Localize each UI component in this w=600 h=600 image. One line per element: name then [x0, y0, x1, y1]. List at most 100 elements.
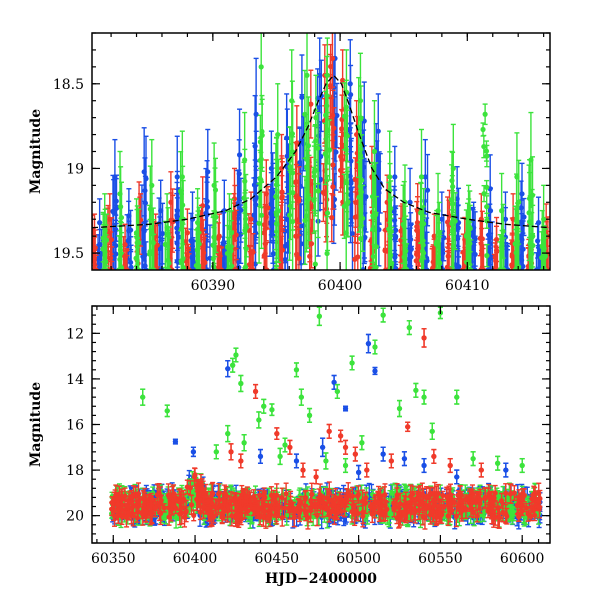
series-green-point — [450, 123, 456, 214]
baseline-red-point — [296, 499, 302, 514]
outlier-green-point — [334, 383, 340, 399]
outlier-green-point — [213, 444, 219, 460]
bottom-panel-y-axis-label: Magnitude — [28, 382, 44, 467]
series-green-point — [435, 172, 441, 249]
bottom-x-tick-label: 60450 — [255, 551, 300, 567]
series-blue-point — [298, 203, 304, 270]
series-green-point — [514, 132, 520, 222]
baseline-red-point — [283, 482, 289, 506]
series-red-point — [330, 89, 336, 142]
outlier-blue-point — [454, 469, 460, 485]
baseline-red-point — [491, 490, 497, 505]
outlier-red-point — [252, 383, 259, 399]
outlier-red-point — [342, 439, 349, 455]
baseline-red-point — [508, 483, 514, 504]
outlier-green-point — [359, 435, 365, 451]
series-green-point — [179, 130, 185, 224]
outlier-green-point — [429, 422, 435, 441]
baseline-red-point — [211, 510, 217, 524]
baseline-red-point — [148, 504, 155, 524]
series-blue-point — [142, 221, 148, 270]
baseline-red-point — [266, 509, 272, 523]
series-red-point — [233, 209, 239, 261]
outlier-red-point — [287, 439, 293, 455]
outlier-red-point — [388, 453, 394, 469]
series-green-point — [258, 33, 264, 105]
outlier-green-point — [380, 307, 386, 323]
outlier-blue-point — [342, 405, 349, 412]
baseline-red-point — [355, 505, 361, 522]
baseline-red-point — [192, 467, 198, 482]
outlier-green-point — [519, 457, 525, 474]
baseline-red-point — [500, 502, 506, 523]
series-red-point — [329, 192, 335, 243]
outlier-green-point — [316, 306, 322, 327]
bottom-panel-x-axis-label: HJD−2400000 — [265, 571, 377, 587]
series-blue-point — [347, 39, 353, 129]
series-blue-point — [282, 198, 288, 264]
series-green-point — [226, 193, 232, 263]
outlier-green-point — [230, 357, 236, 373]
baseline-red-point — [381, 508, 387, 522]
bottom-y-tick-label: 18 — [66, 463, 84, 479]
top-panel-data-points — [92, 33, 550, 270]
baseline-red-point — [203, 483, 209, 505]
series-green-point — [344, 170, 350, 238]
bottom-panel-frame — [91, 305, 551, 544]
outlier-green-point — [164, 404, 170, 418]
series-blue-point — [284, 93, 290, 183]
bottom-panel-full-light-curve: 60350 60400 60450 60500 60550 60600 12 14 16 18 20… — [28, 305, 551, 587]
baseline-red-point — [363, 491, 369, 515]
series-green-point — [326, 119, 333, 181]
outlier-green-point — [396, 399, 403, 418]
series-red-point — [216, 213, 222, 259]
series-blue-point — [126, 188, 132, 244]
series-red-point — [493, 216, 500, 263]
outlier-red-point — [421, 328, 427, 348]
outlier-green-point — [282, 437, 288, 453]
baseline-red-point — [303, 505, 309, 522]
series-blue-point — [174, 135, 180, 219]
baseline-red-point — [472, 495, 478, 505]
outlier-green-point — [372, 339, 378, 355]
outlier-green-point — [406, 320, 412, 336]
outlier-green-point — [241, 434, 247, 452]
series-green-point — [484, 243, 490, 268]
baseline-red-point — [274, 504, 280, 525]
series-blue-point — [238, 204, 244, 265]
baseline-red-point — [187, 480, 193, 496]
outlier-red-point — [352, 446, 358, 462]
top-y-tick-label: 19 — [66, 161, 84, 177]
outlier-red-point — [228, 443, 234, 461]
baseline-red-point — [254, 501, 260, 518]
top-x-tick-label: 60410 — [445, 278, 490, 294]
outlier-green-point — [349, 355, 355, 371]
outlier-green-point — [225, 424, 231, 443]
outlier-blue-point — [401, 451, 408, 467]
baseline-red-point — [333, 509, 339, 520]
series-green-point — [313, 74, 319, 161]
baseline-red-point — [447, 496, 454, 511]
series-green-point — [418, 128, 425, 225]
baseline-red-point — [415, 486, 421, 501]
baseline-red-point — [287, 490, 294, 514]
outlier-red-point — [338, 429, 344, 443]
baseline-red-point — [114, 511, 120, 521]
baseline-red-point — [474, 509, 480, 523]
outlier-red-point — [447, 457, 453, 474]
bottom-y-tick-label: 12 — [66, 326, 84, 342]
baseline-red-point — [372, 495, 378, 508]
outlier-green-point — [238, 374, 244, 393]
outlier-green-point — [421, 389, 427, 405]
series-green-point — [149, 138, 155, 232]
outlier-blue-point — [372, 366, 378, 376]
top-panel-frame — [91, 32, 551, 271]
outlier-blue-point — [503, 462, 509, 478]
series-blue-point — [519, 162, 525, 225]
series-green-point — [529, 211, 535, 270]
outlier-red-point — [238, 453, 244, 469]
outlier-blue-point — [293, 453, 300, 469]
baseline-red-point — [521, 488, 527, 503]
baseline-red-point — [247, 491, 253, 511]
